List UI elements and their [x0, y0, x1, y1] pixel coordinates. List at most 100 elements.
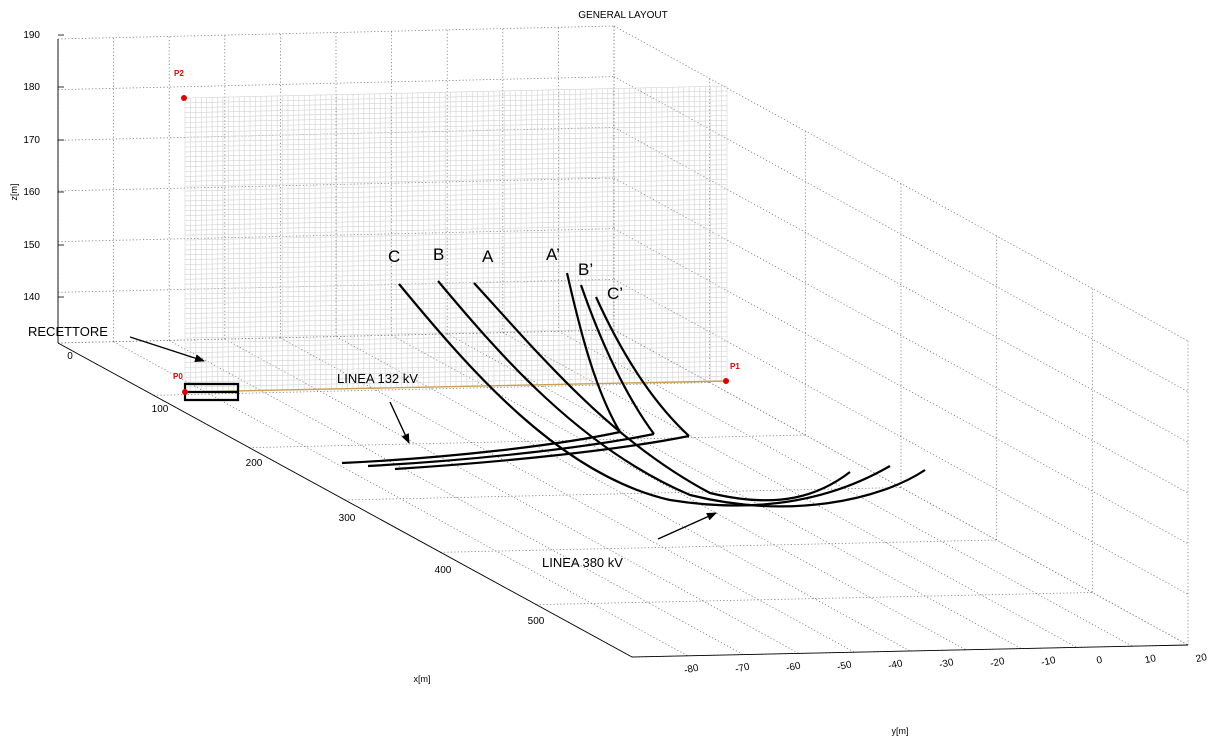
- line-380kv-conductors: [398, 272, 926, 508]
- mesh-h-0: [184, 85, 728, 99]
- z-tick-label: 160: [23, 187, 40, 198]
- mesh-h-27: [184, 218, 728, 231]
- grid-side-z-5: [613, 76, 1189, 393]
- grid-side-z-1: [613, 278, 1189, 595]
- mesh-h-26: [184, 213, 728, 226]
- y-tick-label: -30: [938, 657, 955, 671]
- point-p2-label: P2: [174, 69, 184, 78]
- x-tick-label: 0: [67, 351, 73, 362]
- grid-floor-y-4: [280, 337, 855, 653]
- grid-back-z-6: [57, 25, 615, 40]
- axes-box: [57, 39, 1189, 658]
- grid-floor-x-3: [344, 487, 902, 501]
- y-tick-label: 20: [1195, 652, 1209, 665]
- series-B: [437, 280, 926, 508]
- phase-label-c: C: [388, 247, 400, 266]
- y-tick-label: -80: [683, 663, 700, 677]
- mesh-h-42: [184, 292, 728, 305]
- grid-floor-y-8: [502, 332, 1077, 648]
- ground-line: [184, 380, 728, 393]
- arrow-receptor: [129, 336, 205, 363]
- conductor-132-1: [341, 430, 621, 465]
- phase-label-c-prime: C’: [607, 284, 623, 303]
- mesh-h-24: [184, 203, 728, 216]
- x-tick-label: 300: [339, 513, 356, 524]
- mesh-h-16: [184, 164, 728, 177]
- point-p2: [181, 95, 187, 101]
- series-B-prime: [579, 284, 655, 435]
- mesh-h-14: [184, 154, 728, 167]
- mesh-h-23: [184, 198, 728, 211]
- mesh-h-55: [184, 356, 728, 368]
- point-p0-label: P0: [173, 372, 183, 381]
- phase-label-a: A: [482, 247, 494, 266]
- mesh-h-9: [184, 129, 728, 143]
- mesh-h-33: [184, 247, 728, 260]
- z-tick-label: 170: [23, 135, 40, 146]
- grid-floor-x-5: [536, 592, 1093, 606]
- z-tick-label: 180: [23, 82, 40, 93]
- grid-floor-y-5: [335, 336, 911, 652]
- y-tick-label: -20: [989, 656, 1006, 670]
- y-tick-label: 10: [1144, 653, 1158, 666]
- mesh-h-57: [184, 365, 728, 378]
- mesh-h-44: [184, 302, 728, 314]
- mesh-h-6: [184, 115, 728, 128]
- mesh-h-8: [184, 125, 728, 138]
- mesh-h-32: [184, 243, 728, 256]
- mesh-h-48: [184, 321, 728, 334]
- annotation-line-132: LINEA 132 kV: [337, 371, 418, 386]
- x-tick-label: 200: [246, 458, 263, 469]
- mesh-h-35: [184, 257, 728, 270]
- receptor-mesh: [184, 85, 728, 393]
- mesh-h-56: [184, 361, 728, 373]
- z-tick-label: 140: [23, 292, 40, 303]
- mesh-h-7: [184, 120, 728, 133]
- grid-back-z-5: [57, 76, 615, 91]
- x-tick-label: 100: [152, 404, 169, 415]
- mesh-h-39: [184, 277, 728, 290]
- arrow-line-380: [657, 512, 717, 540]
- grid-floor-y-7: [447, 333, 1022, 649]
- annotation-line-380: LINEA 380 kV: [542, 555, 623, 570]
- mesh-h-13: [184, 149, 728, 162]
- mesh-h-50: [184, 331, 728, 344]
- mesh-h-30: [184, 233, 728, 246]
- mesh-h-21: [184, 188, 728, 202]
- mesh-h-34: [184, 252, 728, 265]
- mesh-h-45: [184, 306, 728, 319]
- grid-side-z-6: [613, 25, 1189, 342]
- mesh-h-22: [184, 193, 728, 207]
- arrow-line-132: [389, 401, 410, 444]
- mesh-h-29: [184, 228, 728, 241]
- point-p1: [723, 378, 729, 384]
- point-p1-label: P1: [730, 362, 740, 371]
- mesh-h-5: [184, 110, 728, 123]
- grid-floor-y-2: [169, 340, 744, 655]
- series-C-prime: [594, 296, 690, 437]
- mesh-h-3: [184, 100, 728, 113]
- line-132kv-conductors: [341, 430, 690, 471]
- mesh-h-12: [184, 144, 728, 158]
- mesh-h-18: [184, 174, 728, 187]
- mesh-h-52: [184, 341, 728, 354]
- annotation-receptor: RECETTORE: [28, 324, 108, 339]
- mesh-h-59: [184, 375, 728, 388]
- mesh-h-41: [184, 287, 728, 300]
- mesh-h-15: [184, 159, 728, 172]
- point-p0: [182, 389, 188, 395]
- y-axis-ticks: -80 -70 -60 -50 -40 -30 -20 -10 0 10 20: [683, 652, 1208, 677]
- mesh-h-2: [184, 95, 728, 109]
- x-axis-ticks: 0 100 200 300 400 500: [67, 351, 545, 627]
- grid-side-z-2: [613, 228, 1189, 545]
- grid-floor-x-4: [440, 539, 997, 553]
- y-axis-label: y[m]: [892, 726, 909, 736]
- y-tick-label: -40: [887, 658, 904, 672]
- z-axis-ticks: 140 150 160 170 180 190: [23, 30, 64, 303]
- mesh-h-4: [184, 105, 728, 118]
- y-tick-label: -60: [785, 660, 802, 674]
- series-C: [398, 283, 891, 507]
- y-tick-label: 0: [1096, 655, 1104, 667]
- grid-floor-x-2: [249, 434, 806, 449]
- mesh-h-37: [184, 267, 728, 280]
